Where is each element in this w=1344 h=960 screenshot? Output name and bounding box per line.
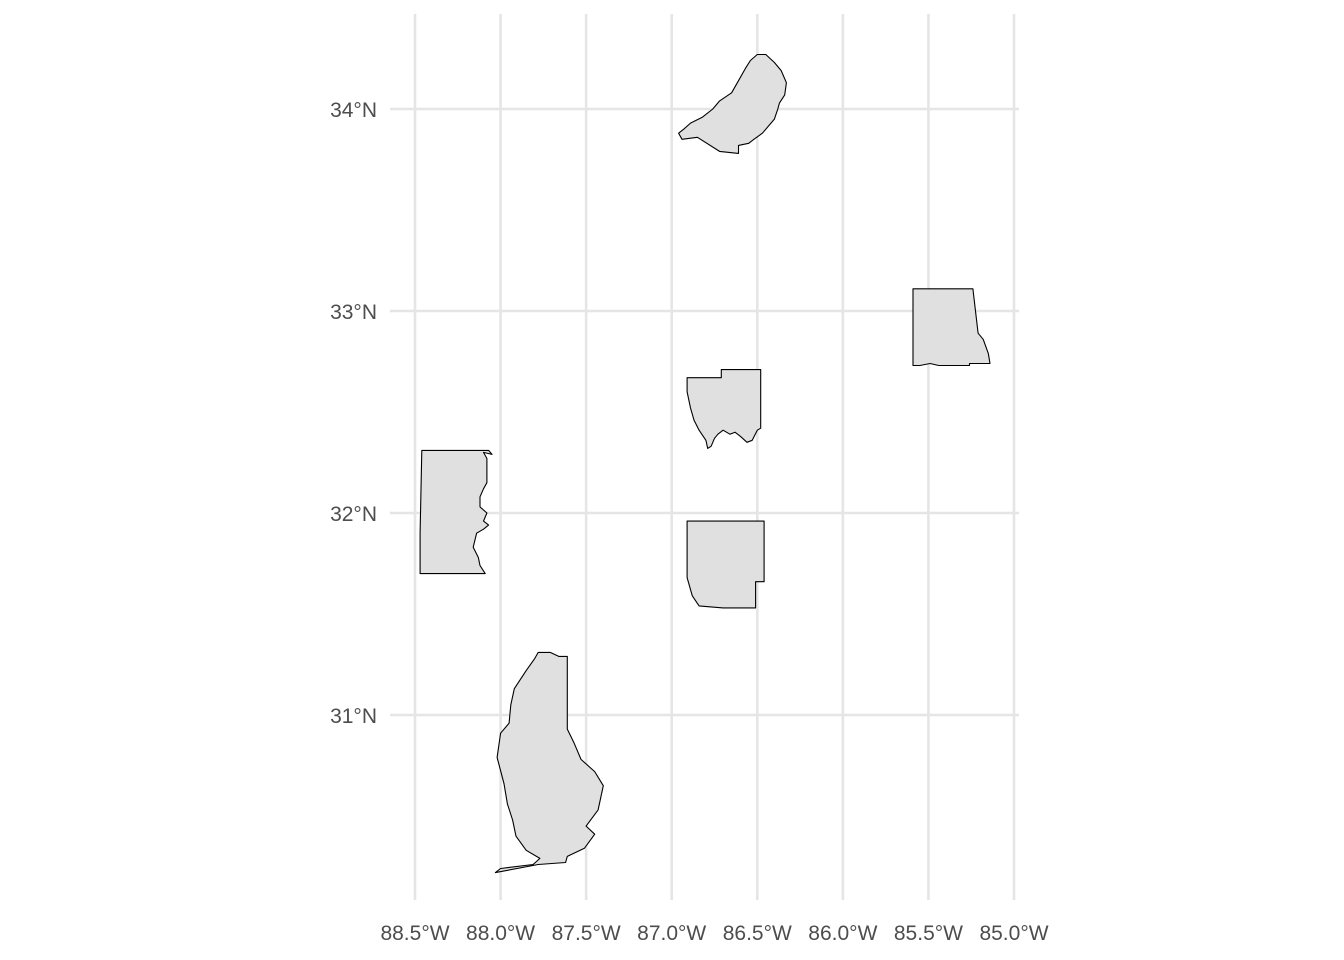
latitude-tick-label: 34°N xyxy=(330,99,377,122)
longitude-tick-label: 87.0°W xyxy=(637,922,706,945)
latitude-tick-label: 33°N xyxy=(330,301,377,324)
region-southwest xyxy=(494,651,604,874)
latitude-tick-label: 32°N xyxy=(330,503,377,526)
map-regions xyxy=(419,53,991,874)
region-west xyxy=(419,449,493,575)
latitude-tick-label: 31°N xyxy=(330,705,377,728)
longitude-tick-label: 87.5°W xyxy=(552,922,621,945)
region-north xyxy=(678,53,787,154)
longitude-tick-label: 85.5°W xyxy=(894,922,963,945)
longitude-tick-label: 85.0°W xyxy=(979,922,1048,945)
graticule xyxy=(390,14,1019,900)
longitude-tick-label: 88.5°W xyxy=(380,922,449,945)
longitude-tick-label: 86.5°W xyxy=(723,922,792,945)
longitude-tick-label: 88.0°W xyxy=(466,922,535,945)
longitude-axis-labels: 88.5°W 88.0°W 87.5°W 87.0°W 86.5°W 86.0°W 85.5… xyxy=(380,922,1048,945)
longitude-tick-label: 86.0°W xyxy=(808,922,877,945)
region-south-center xyxy=(686,520,765,609)
region-center xyxy=(686,369,762,449)
region-east xyxy=(912,288,991,367)
latitude-axis-labels: 31°N 32°N 33°N 34°N xyxy=(330,99,377,728)
